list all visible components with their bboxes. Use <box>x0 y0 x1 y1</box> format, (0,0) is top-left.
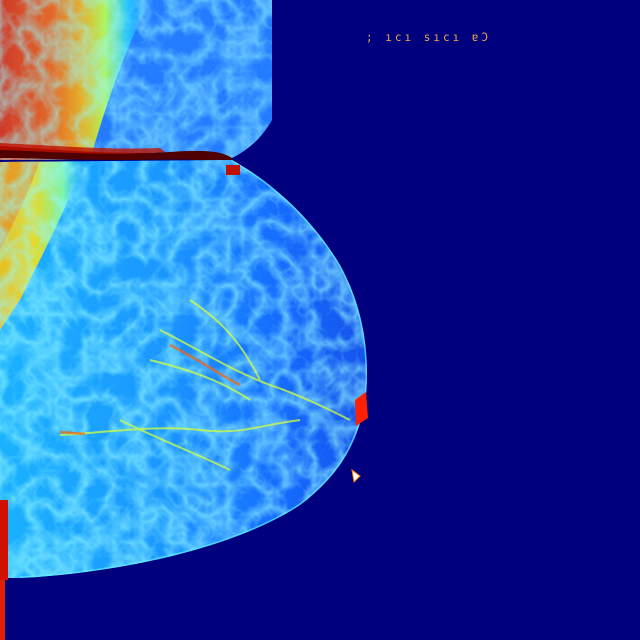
image-marker-text: ; ıcı sıcı ɐƆ <box>366 30 492 45</box>
edge-strip <box>0 500 8 580</box>
upper-tissue-region <box>0 0 272 160</box>
nipple-region <box>355 392 368 426</box>
